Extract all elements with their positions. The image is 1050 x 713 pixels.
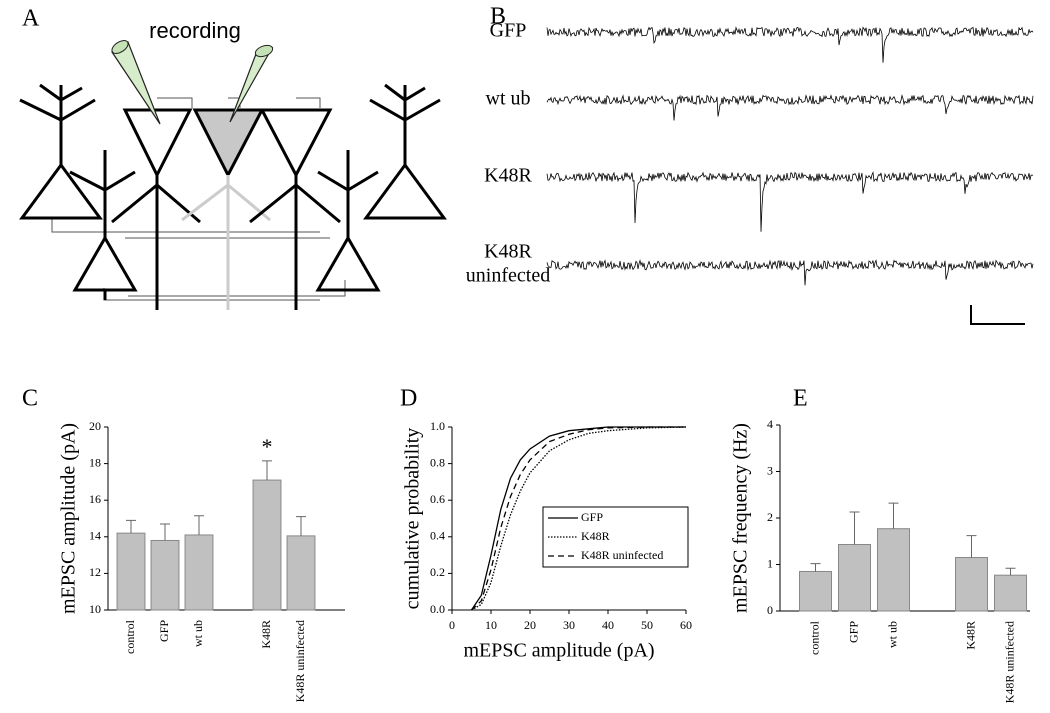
y-tick-label: 1.0 [430, 419, 445, 433]
panel-label: B [490, 4, 506, 30]
bar [994, 574, 1027, 612]
error-bar [262, 460, 272, 481]
error-bar [810, 563, 821, 572]
y-tick-label: 0.0 [430, 602, 445, 616]
trace-label: uninfected [466, 265, 550, 287]
trace [546, 171, 1034, 232]
y-tick-label: 16 [89, 492, 101, 506]
x-tick-label: 20 [524, 618, 536, 632]
trace-label: wt ub [486, 88, 531, 110]
x-tick-label: 50 [641, 618, 653, 632]
y-tick-label: 4 [767, 417, 773, 431]
bar [286, 535, 316, 611]
error-bar [849, 511, 860, 545]
error-bar [1005, 567, 1016, 576]
bar [252, 479, 282, 611]
y-tick-label: 0.2 [430, 565, 445, 579]
y-tick-label: 14 [89, 529, 101, 543]
bar [955, 557, 988, 612]
y-axis-label: mEPSC amplitude (pA) [58, 423, 80, 614]
bar [184, 534, 214, 611]
recording-label: recording [149, 18, 241, 43]
error-bar [126, 519, 136, 534]
y-tick-label: 0.6 [430, 492, 445, 506]
trace [546, 26, 1034, 63]
x-tick-label: control [807, 620, 821, 655]
y-tick-label: 20 [89, 419, 101, 433]
legend-label: K48R uninfected [581, 548, 663, 562]
legend-label: GFP [581, 510, 603, 524]
x-tick-label: GFP [157, 620, 171, 642]
x-tick-label: K48R [963, 621, 977, 650]
y-tick-label: 0.8 [430, 455, 445, 469]
x-tick-label: K48R [259, 620, 273, 649]
bar [150, 539, 180, 611]
neuron-diagram: recording [19, 18, 447, 310]
legend-label: K48R [581, 529, 610, 543]
x-axis-label: mEPSC amplitude (pA) [463, 640, 654, 662]
y-axis-label: mEPSC frequency (Hz) [730, 423, 752, 613]
bar [838, 544, 871, 612]
y-tick-label: 2 [767, 510, 773, 524]
trace-label: GFP [490, 20, 527, 42]
y-axis-label: cumulative probability [402, 428, 424, 610]
y-tick-label: 0 [767, 603, 773, 617]
annotation: * [262, 434, 273, 459]
x-tick-label: K48R uninfected [293, 620, 307, 702]
y-tick-label: 12 [89, 565, 101, 579]
trace [546, 93, 1034, 121]
y-tick-label: 1 [767, 556, 773, 570]
series-line [470, 426, 686, 611]
bar [799, 570, 832, 612]
series-line [471, 426, 687, 611]
trace-label: K48R [484, 241, 532, 263]
error-bar [160, 523, 170, 541]
scale-bar [970, 305, 1025, 325]
panel-label: C [22, 386, 38, 412]
x-tick-label: GFP [846, 621, 860, 643]
panel-label: A [22, 6, 40, 32]
x-tick-label: 60 [680, 618, 692, 632]
x-tick-label: wt ub [191, 620, 205, 647]
y-tick-label: 3 [767, 463, 773, 477]
x-tick-label: control [123, 619, 137, 654]
y-tick-label: 10 [89, 602, 101, 616]
x-tick-label: 30 [563, 618, 575, 632]
bar [116, 532, 146, 611]
error-bar [296, 516, 306, 536]
panel-label: E [793, 386, 808, 412]
y-tick-label: 0.4 [430, 529, 445, 543]
trace [546, 258, 1034, 286]
panel-label: D [400, 386, 417, 412]
error-bar [966, 535, 977, 558]
error-bar [888, 502, 899, 529]
x-tick-label: K48R uninfected [1002, 621, 1016, 703]
recorded-neuron [192, 108, 265, 179]
bar [877, 528, 910, 612]
series-line [471, 426, 686, 611]
error-bar [194, 515, 204, 535]
y-tick-label: 18 [89, 455, 101, 469]
legend-box [542, 506, 689, 568]
x-tick-label: 10 [485, 618, 497, 632]
x-tick-label: wt ub [885, 621, 899, 648]
trace-label: K48R [484, 165, 532, 187]
x-tick-label: 40 [602, 618, 614, 632]
x-tick-label: 0 [449, 618, 455, 632]
